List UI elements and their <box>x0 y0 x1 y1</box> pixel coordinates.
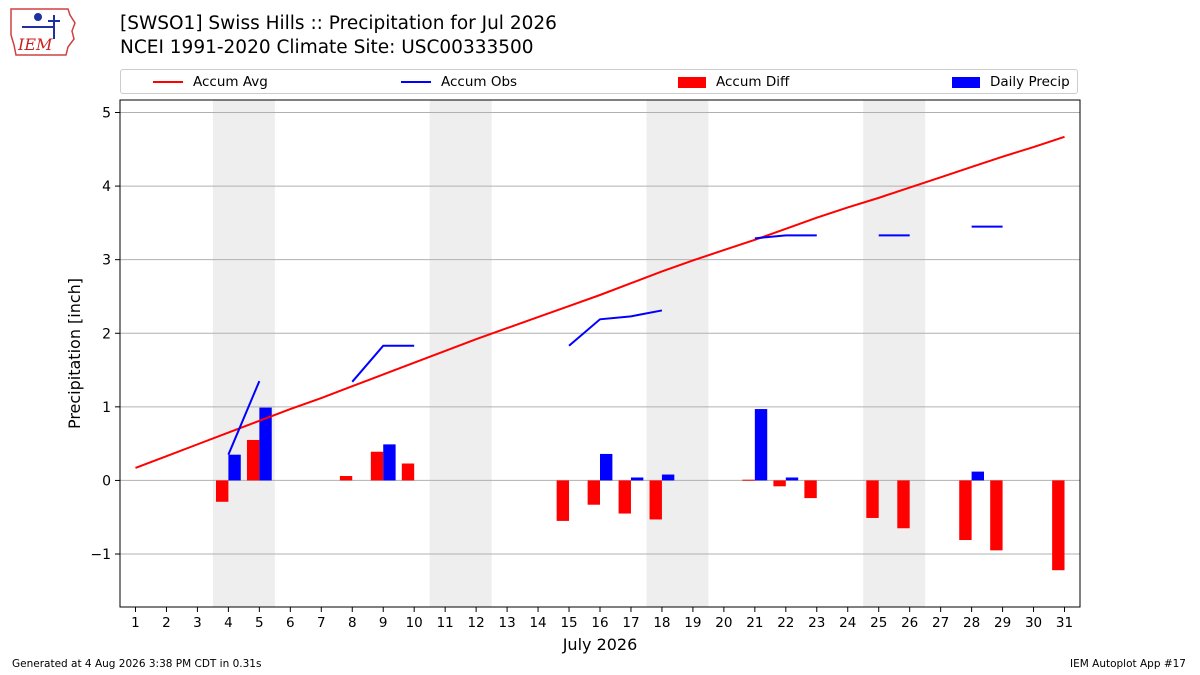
legend-label-accum-avg: Accum Avg <box>193 74 268 90</box>
legend-swatch-accum-obs <box>401 81 431 83</box>
x-tick-label: 20 <box>715 615 732 631</box>
weather-station-icon <box>22 13 60 39</box>
daily-precip-bar <box>630 477 644 481</box>
accum-diff-bar <box>216 480 229 502</box>
accum-diff-bar <box>556 480 570 521</box>
weekend-shade <box>863 100 926 607</box>
legend-swatch-accum-avg <box>153 81 183 83</box>
x-tick-label: 12 <box>468 615 485 631</box>
y-tick-label: 0 <box>102 473 111 489</box>
x-tick-label: 31 <box>1056 615 1073 631</box>
x-tick-label: 19 <box>684 615 701 631</box>
x-tick-label: 26 <box>901 615 918 631</box>
x-tick-label: 30 <box>1025 615 1042 631</box>
legend: Accum Avg Accum Obs Accum Diff Daily Pre… <box>120 69 1078 94</box>
x-tick-label: 24 <box>839 615 856 631</box>
chart-title: [SWSO1] Swiss Hills :: Precipitation for… <box>120 13 557 34</box>
x-tick-label: 5 <box>255 615 264 631</box>
daily-precip-bar <box>785 477 799 481</box>
accum-diff-bar <box>1052 480 1065 571</box>
weekend-shade <box>212 100 275 607</box>
legend-item-accum-avg: Accum Avg <box>153 74 268 90</box>
weekend-shade <box>646 100 709 607</box>
daily-precip-bar <box>971 471 984 481</box>
legend-swatch-accum-diff <box>678 76 706 88</box>
accum-diff-bar <box>742 479 755 481</box>
x-tick-label: 21 <box>746 615 763 631</box>
y-tick-label: 1 <box>102 400 111 416</box>
x-tick-label: 17 <box>622 615 639 631</box>
app-footer: IEM Autoplot App #17 <box>1070 658 1186 670</box>
x-tick-label: 25 <box>870 615 887 631</box>
accum-diff-bar <box>618 480 631 514</box>
daily-precip-bar <box>228 454 241 481</box>
legend-item-accum-obs: Accum Obs <box>401 74 517 90</box>
accum-diff-bar <box>339 476 353 481</box>
legend-swatch-daily-precip <box>952 76 980 88</box>
x-tick-label: 3 <box>193 615 202 631</box>
daily-precip-bar <box>383 444 396 481</box>
x-tick-label: 28 <box>963 615 980 631</box>
x-tick-label: 14 <box>529 615 546 631</box>
accum-obs-line <box>568 309 663 347</box>
accum-diff-bar <box>649 480 662 520</box>
daily-precip-bar <box>259 407 272 481</box>
y-tick-label: 3 <box>102 253 111 269</box>
accum-obs-line <box>754 234 817 240</box>
x-tick-label: 18 <box>653 615 670 631</box>
iem-logo: IEM <box>10 8 76 56</box>
y-tick-label: 2 <box>102 326 111 342</box>
chart-subtitle: NCEI 1991-2020 Climate Site: USC00333500 <box>120 37 534 58</box>
x-tick-label: 8 <box>348 615 357 631</box>
daily-precip-bar <box>600 453 613 481</box>
legend-label-accum-diff: Accum Diff <box>716 74 790 90</box>
y-axis-label: Precipitation [inch] <box>65 278 84 429</box>
accum-avg-line <box>135 135 1065 469</box>
x-tick-label: 13 <box>499 615 516 631</box>
y-tick-label: 4 <box>102 179 111 195</box>
logo-text: IEM <box>17 35 53 54</box>
plot-frame <box>119 99 1081 608</box>
x-tick-label: 11 <box>437 615 454 631</box>
x-tick-label: 15 <box>560 615 577 631</box>
accum-diff-bar <box>897 480 910 529</box>
accum-diff-bar <box>246 439 260 481</box>
x-tick-label: 22 <box>777 615 794 631</box>
accum-obs-line <box>351 344 415 383</box>
accum-diff-bar <box>990 480 1003 551</box>
x-tick-label: 23 <box>808 615 825 631</box>
y-tick-label: −1 <box>90 547 111 563</box>
accum-diff-bar <box>866 480 879 518</box>
generated-footer: Generated at 4 Aug 2026 3:38 PM CDT in 0… <box>12 658 262 670</box>
daily-precip-bar <box>754 409 768 481</box>
x-tick-label: 27 <box>932 615 949 631</box>
x-tick-label: 29 <box>994 615 1011 631</box>
legend-item-accum-diff: Accum Diff <box>678 74 789 90</box>
x-tick-label: 2 <box>162 615 171 631</box>
x-tick-label: 16 <box>591 615 608 631</box>
accum-diff-bar <box>804 480 817 499</box>
accum-diff-bar <box>959 480 972 541</box>
x-tick-label: 7 <box>317 615 326 631</box>
x-tick-label: 6 <box>286 615 295 631</box>
accum-diff-bar <box>587 480 600 505</box>
daily-precip-bar <box>661 474 675 481</box>
legend-item-daily-precip: Daily Precip <box>952 74 1070 90</box>
legend-label-accum-obs: Accum Obs <box>441 74 518 90</box>
y-tick-label: 5 <box>102 106 111 122</box>
accum-diff-bar <box>773 480 786 487</box>
x-tick-label: 4 <box>224 615 233 631</box>
x-axis-label: July 2026 <box>562 635 638 654</box>
legend-label-daily-precip: Daily Precip <box>990 74 1070 90</box>
x-tick-label: 9 <box>379 615 388 631</box>
x-tick-label: 1 <box>131 615 140 631</box>
accum-obs-line <box>227 380 261 456</box>
accum-diff-bar <box>370 451 384 481</box>
x-tick-label: 10 <box>406 615 423 631</box>
accum-diff-bar <box>401 463 415 481</box>
